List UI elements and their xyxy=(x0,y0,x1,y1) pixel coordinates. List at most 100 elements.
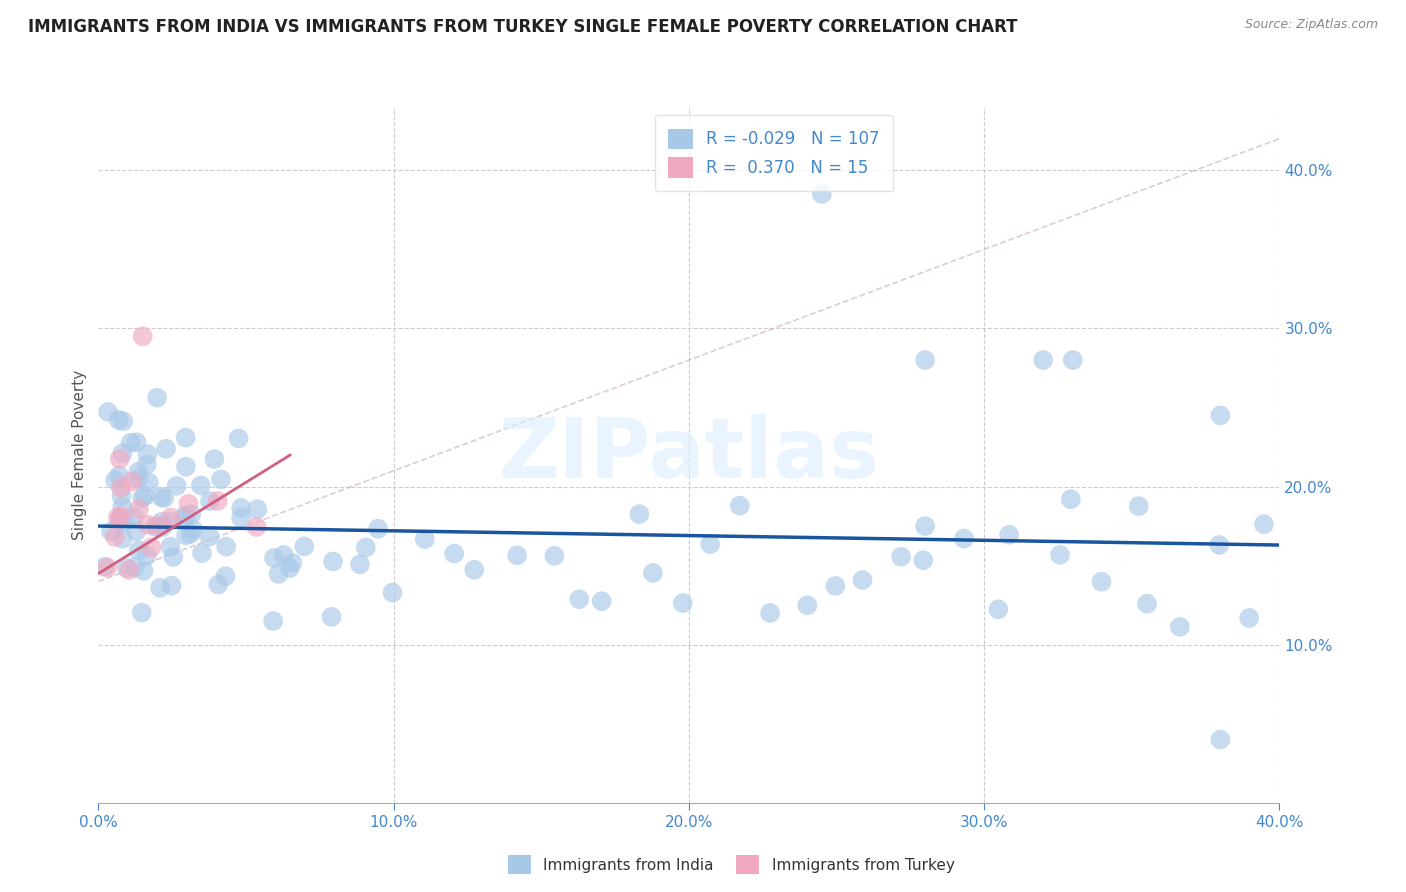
Point xyxy=(1049,548,1071,562)
Point xyxy=(122,510,145,524)
Point xyxy=(93,559,115,574)
Point xyxy=(127,465,149,479)
Point xyxy=(108,513,131,527)
Point xyxy=(209,472,232,486)
Point xyxy=(267,566,290,581)
Text: IMMIGRANTS FROM INDIA VS IMMIGRANTS FROM TURKEY SINGLE FEMALE POVERTY CORRELATIO: IMMIGRANTS FROM INDIA VS IMMIGRANTS FROM… xyxy=(28,18,1018,36)
Point xyxy=(568,592,591,607)
Point xyxy=(159,540,181,554)
Point xyxy=(190,478,212,492)
Point xyxy=(1208,538,1230,552)
Point xyxy=(134,489,156,503)
Point xyxy=(155,442,177,456)
Point xyxy=(128,543,150,558)
Point xyxy=(124,560,146,574)
Point xyxy=(367,522,389,536)
Point xyxy=(796,599,818,613)
Point xyxy=(111,446,134,460)
Point xyxy=(114,515,136,529)
Point xyxy=(207,577,229,591)
Point xyxy=(699,537,721,551)
Point xyxy=(202,452,225,467)
Point xyxy=(1128,499,1150,513)
Point xyxy=(141,541,163,555)
Point xyxy=(174,459,197,474)
Point xyxy=(157,515,180,529)
Point xyxy=(349,558,371,572)
Point xyxy=(132,564,155,578)
Point xyxy=(207,494,229,508)
Point xyxy=(278,561,301,575)
Point xyxy=(128,502,150,516)
Point xyxy=(180,526,202,541)
Point xyxy=(1237,611,1260,625)
Legend: R = -0.029   N = 107, R =  0.370   N = 15: R = -0.029 N = 107, R = 0.370 N = 15 xyxy=(655,115,893,191)
Text: Source: ZipAtlas.com: Source: ZipAtlas.com xyxy=(1244,18,1378,31)
Point xyxy=(728,499,751,513)
Point xyxy=(672,596,695,610)
Point xyxy=(292,540,315,554)
Point xyxy=(851,573,873,587)
Point xyxy=(641,566,664,580)
Point xyxy=(174,528,197,542)
Legend: Immigrants from India, Immigrants from Turkey: Immigrants from India, Immigrants from T… xyxy=(502,849,960,880)
Point xyxy=(245,520,267,534)
Point xyxy=(104,473,127,487)
Y-axis label: Single Female Poverty: Single Female Poverty xyxy=(72,370,87,540)
Point xyxy=(143,520,166,534)
Point xyxy=(159,510,181,524)
Point xyxy=(177,497,200,511)
Point xyxy=(1209,409,1232,423)
Point xyxy=(463,563,485,577)
Point xyxy=(273,548,295,562)
Point xyxy=(322,554,344,568)
Point xyxy=(132,329,155,343)
Point xyxy=(136,517,159,532)
Point xyxy=(1253,517,1275,532)
Point xyxy=(1090,574,1112,589)
Point xyxy=(118,563,141,577)
Point xyxy=(127,472,149,486)
Point xyxy=(146,519,169,533)
Point xyxy=(107,413,129,427)
Point xyxy=(215,540,238,554)
Point xyxy=(162,549,184,564)
Point xyxy=(321,610,343,624)
Point xyxy=(115,560,138,574)
Point xyxy=(131,606,153,620)
Point xyxy=(96,560,118,574)
Point xyxy=(229,510,252,524)
Point xyxy=(111,500,134,514)
Point xyxy=(810,186,832,201)
Point xyxy=(413,532,436,546)
Point xyxy=(1168,620,1191,634)
Point xyxy=(173,510,195,524)
Point xyxy=(152,520,174,534)
Point xyxy=(135,458,157,472)
Point xyxy=(914,519,936,533)
Point xyxy=(890,549,912,564)
Text: ZIPatlas: ZIPatlas xyxy=(499,415,879,495)
Point xyxy=(912,553,935,567)
Point xyxy=(191,546,214,560)
Point xyxy=(104,530,127,544)
Point xyxy=(108,468,131,483)
Point xyxy=(263,551,285,566)
Point xyxy=(231,500,253,515)
Point xyxy=(228,431,250,445)
Point xyxy=(138,475,160,490)
Point xyxy=(121,475,143,489)
Point xyxy=(125,435,148,450)
Point xyxy=(1060,492,1083,507)
Point xyxy=(125,524,148,539)
Point xyxy=(112,414,135,428)
Point xyxy=(131,491,153,506)
Point xyxy=(591,594,613,608)
Point xyxy=(1209,732,1232,747)
Point xyxy=(135,549,157,563)
Point xyxy=(354,541,377,555)
Point xyxy=(198,494,221,508)
Point xyxy=(381,585,404,599)
Point xyxy=(150,515,173,529)
Point xyxy=(198,530,221,544)
